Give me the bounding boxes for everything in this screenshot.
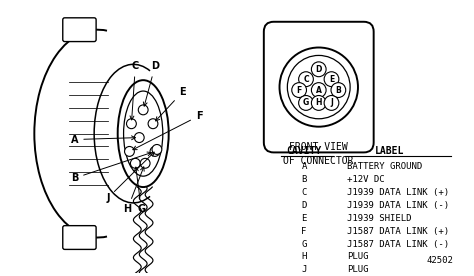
Circle shape [324,95,339,110]
Text: 42502: 42502 [426,256,453,265]
FancyBboxPatch shape [63,18,96,42]
Circle shape [299,95,313,110]
Text: CAVITY: CAVITY [286,147,322,156]
Text: +12V DC: +12V DC [347,175,385,184]
Text: A: A [316,86,322,95]
Text: F: F [133,111,202,150]
Text: A: A [301,162,307,171]
Text: PLUG: PLUG [347,252,369,261]
Circle shape [311,83,326,97]
Text: LABEL: LABEL [374,147,404,156]
Text: J: J [301,265,307,274]
Text: B: B [301,175,307,184]
Circle shape [138,105,148,115]
Ellipse shape [118,80,169,187]
Text: FRONT VIEW
OF CONNECTOR: FRONT VIEW OF CONNECTOR [283,142,354,166]
Text: J: J [106,152,154,203]
Text: J1587 DATA LINK (-): J1587 DATA LINK (-) [347,240,449,248]
Text: J1939 DATA LINK (+): J1939 DATA LINK (+) [347,188,449,197]
Circle shape [311,95,326,110]
Text: F: F [301,227,307,236]
Text: J: J [330,99,333,107]
Text: C: C [301,188,307,197]
Text: G: G [135,167,145,214]
Circle shape [140,158,150,168]
Text: PLUG: PLUG [347,265,369,274]
Text: E: E [155,87,186,121]
Text: B: B [71,152,151,183]
Text: E: E [329,75,334,84]
Text: E: E [301,214,307,223]
Text: C: C [130,61,139,120]
Circle shape [324,72,339,87]
Circle shape [299,72,313,87]
Circle shape [311,62,326,77]
Text: H: H [123,167,144,214]
Text: D: D [301,201,307,210]
Circle shape [280,47,358,127]
Text: J1939 DATA LINK (-): J1939 DATA LINK (-) [347,201,449,210]
Circle shape [130,158,140,168]
Circle shape [127,119,137,129]
Circle shape [152,145,162,154]
Text: C: C [303,75,309,84]
Text: J1939 SHIELD: J1939 SHIELD [347,214,412,223]
Circle shape [292,83,307,97]
Text: F: F [297,86,302,95]
Text: G: G [303,99,309,107]
Text: D: D [316,65,322,74]
Text: H: H [316,99,322,107]
Text: A: A [71,134,136,145]
FancyBboxPatch shape [264,22,374,152]
Text: G: G [301,240,307,248]
Text: H: H [301,252,307,261]
Circle shape [148,119,158,129]
Text: B: B [336,86,341,95]
Text: BATTERY GROUND: BATTERY GROUND [347,162,422,171]
Circle shape [134,133,144,142]
Circle shape [125,147,134,156]
FancyBboxPatch shape [63,226,96,250]
Text: J1587 DATA LINK (+): J1587 DATA LINK (+) [347,227,449,236]
Circle shape [150,147,160,156]
Circle shape [331,83,346,97]
Text: D: D [143,61,159,106]
